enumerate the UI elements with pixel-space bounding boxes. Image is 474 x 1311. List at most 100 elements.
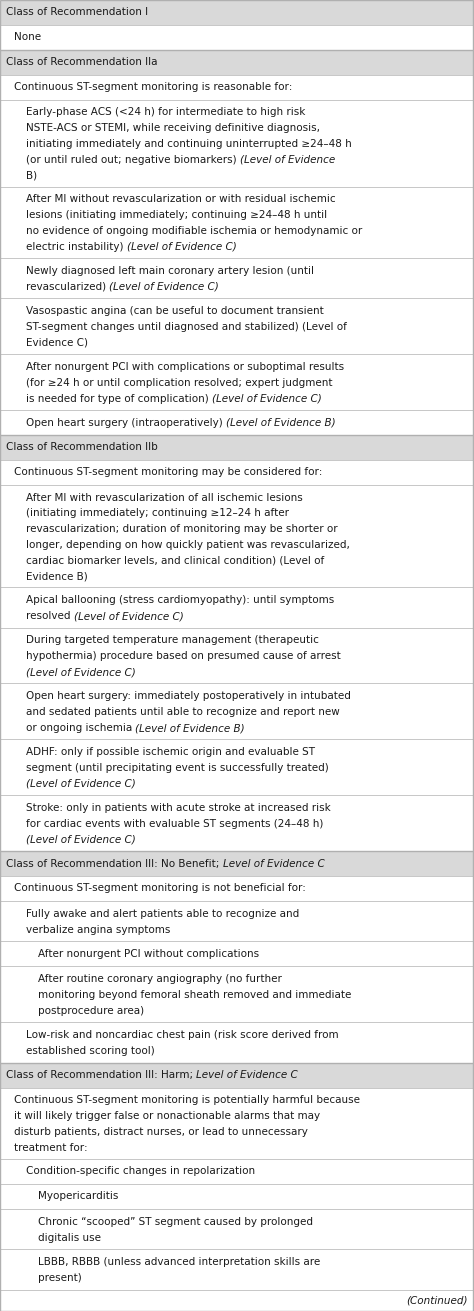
Text: None: None xyxy=(14,33,41,42)
Bar xyxy=(0,25,474,50)
Text: (Level of Evidence C): (Level of Evidence C) xyxy=(127,241,237,252)
Text: (Level of Evidence B): (Level of Evidence B) xyxy=(226,417,336,427)
Text: LBBB, RBBB (unless advanced interpretation skills are: LBBB, RBBB (unless advanced interpretati… xyxy=(38,1257,320,1266)
Bar xyxy=(0,460,474,485)
Text: and sedated patients until able to recognize and report new: and sedated patients until able to recog… xyxy=(26,707,340,717)
Bar xyxy=(0,1209,474,1249)
Text: verbalize angina symptoms: verbalize angina symptoms xyxy=(26,926,170,935)
Bar xyxy=(0,683,474,739)
Text: After nonurgent PCI without complications: After nonurgent PCI without complication… xyxy=(38,949,259,958)
Bar xyxy=(0,258,474,299)
Text: for cardiac events with evaluable ST segments (24–48 h): for cardiac events with evaluable ST seg… xyxy=(26,819,323,829)
Text: resolved: resolved xyxy=(26,611,74,621)
Text: postprocedure area): postprocedure area) xyxy=(38,1006,144,1016)
Bar xyxy=(0,1159,474,1184)
Bar xyxy=(0,1249,474,1290)
Text: Class of Recommendation III: No Benefit;: Class of Recommendation III: No Benefit; xyxy=(6,859,223,868)
Text: After routine coronary angiography (no further: After routine coronary angiography (no f… xyxy=(38,974,282,985)
Text: NSTE-ACS or STEMI, while receiving definitive diagnosis,: NSTE-ACS or STEMI, while receiving defin… xyxy=(26,123,320,134)
Bar xyxy=(0,628,474,683)
Text: Fully awake and alert patients able to recognize and: Fully awake and alert patients able to r… xyxy=(26,909,299,919)
Text: longer, depending on how quickly patient was revascularized,: longer, depending on how quickly patient… xyxy=(26,540,350,549)
Text: During targeted temperature management (therapeutic: During targeted temperature management (… xyxy=(26,636,319,645)
Text: Stroke: only in patients with acute stroke at increased risk: Stroke: only in patients with acute stro… xyxy=(26,802,331,813)
Bar xyxy=(0,1023,474,1063)
Text: After nonurgent PCI with complications or suboptimal results: After nonurgent PCI with complications o… xyxy=(26,362,344,372)
Text: hypothermia) procedure based on presumed cause of arrest: hypothermia) procedure based on presumed… xyxy=(26,652,341,661)
Bar xyxy=(0,75,474,100)
Text: (Level of Evidence B): (Level of Evidence B) xyxy=(136,724,245,733)
Text: Newly diagnosed left main coronary artery lesion (until: Newly diagnosed left main coronary arter… xyxy=(26,266,314,275)
Text: (initiating immediately; continuing ≥12–24 h after: (initiating immediately; continuing ≥12–… xyxy=(26,509,289,518)
Text: (Level of Evidence C): (Level of Evidence C) xyxy=(26,835,136,844)
Bar xyxy=(0,1184,474,1209)
Text: ADHF: only if possible ischemic origin and evaluable ST: ADHF: only if possible ischemic origin a… xyxy=(26,747,315,756)
Text: revascularization; duration of monitoring may be shorter or: revascularization; duration of monitorin… xyxy=(26,524,337,534)
Bar xyxy=(0,901,474,941)
Bar xyxy=(0,966,474,1023)
Bar xyxy=(0,1088,474,1159)
Text: Open heart surgery (intraoperatively): Open heart surgery (intraoperatively) xyxy=(26,417,226,427)
Bar xyxy=(0,876,474,901)
Bar xyxy=(0,299,474,354)
Text: Apical ballooning (stress cardiomyopathy): until symptoms: Apical ballooning (stress cardiomyopathy… xyxy=(26,595,334,604)
Text: Class of Recommendation I: Class of Recommendation I xyxy=(6,8,148,17)
Text: electric instability): electric instability) xyxy=(26,241,127,252)
Text: (Continued): (Continued) xyxy=(407,1295,468,1306)
Text: (Level of Evidence C): (Level of Evidence C) xyxy=(109,282,219,292)
Text: Open heart surgery: immediately postoperatively in intubated: Open heart surgery: immediately postoper… xyxy=(26,691,351,701)
Text: it will likely trigger false or nonactionable alarms that may: it will likely trigger false or nonactio… xyxy=(14,1110,320,1121)
Text: (Level of Evidence C): (Level of Evidence C) xyxy=(26,779,136,789)
Text: Early-phase ACS (<24 h) for intermediate to high risk: Early-phase ACS (<24 h) for intermediate… xyxy=(26,108,305,118)
Text: Vasospastic angina (can be useful to document transient: Vasospastic angina (can be useful to doc… xyxy=(26,305,324,316)
Text: ST-segment changes until diagnosed and stabilized) (Level of: ST-segment changes until diagnosed and s… xyxy=(26,323,347,332)
Bar xyxy=(0,100,474,186)
Text: Evidence B): Evidence B) xyxy=(26,572,88,581)
Bar xyxy=(0,354,474,410)
Text: Chronic “scooped” ST segment caused by prolonged: Chronic “scooped” ST segment caused by p… xyxy=(38,1217,313,1227)
Text: Condition-specific changes in repolarization: Condition-specific changes in repolariza… xyxy=(26,1167,255,1176)
Text: monitoring beyond femoral sheath removed and immediate: monitoring beyond femoral sheath removed… xyxy=(38,990,351,1000)
Text: present): present) xyxy=(38,1273,82,1283)
Text: Low-risk and noncardiac chest pain (risk score derived from: Low-risk and noncardiac chest pain (risk… xyxy=(26,1030,338,1040)
Text: (Level of Evidence C): (Level of Evidence C) xyxy=(74,611,183,621)
Bar xyxy=(0,50,474,75)
Text: Class of Recommendation IIa: Class of Recommendation IIa xyxy=(6,58,157,67)
Text: Continuous ST-segment monitoring is potentially harmful because: Continuous ST-segment monitoring is pote… xyxy=(14,1095,360,1105)
Text: treatment for:: treatment for: xyxy=(14,1143,88,1152)
Text: or ongoing ischemia: or ongoing ischemia xyxy=(26,724,136,733)
Text: (Level of Evidence C): (Level of Evidence C) xyxy=(212,393,322,404)
Text: segment (until precipitating event is successfully treated): segment (until precipitating event is su… xyxy=(26,763,329,773)
Bar xyxy=(0,435,474,460)
Text: initiating immediately and continuing uninterrupted ≥24–48 h: initiating immediately and continuing un… xyxy=(26,139,352,149)
Text: no evidence of ongoing modifiable ischemia or hemodynamic or: no evidence of ongoing modifiable ischem… xyxy=(26,225,362,236)
Text: revascularized): revascularized) xyxy=(26,282,109,292)
Bar xyxy=(0,1063,474,1088)
Text: (for ≥24 h or until complication resolved; expert judgment: (for ≥24 h or until complication resolve… xyxy=(26,378,332,388)
Text: Myopericarditis: Myopericarditis xyxy=(38,1192,118,1201)
Bar xyxy=(0,851,474,876)
Bar xyxy=(0,941,474,966)
Text: Class of Recommendation III: Harm;: Class of Recommendation III: Harm; xyxy=(6,1070,196,1080)
Bar xyxy=(0,0,474,25)
Text: Level of Evidence C: Level of Evidence C xyxy=(223,859,324,868)
Text: Level of Evidence C: Level of Evidence C xyxy=(196,1070,298,1080)
Text: Continuous ST-segment monitoring is not beneficial for:: Continuous ST-segment monitoring is not … xyxy=(14,884,306,894)
Text: Continuous ST-segment monitoring is reasonable for:: Continuous ST-segment monitoring is reas… xyxy=(14,83,292,92)
Text: lesions (initiating immediately; continuing ≥24–48 h until: lesions (initiating immediately; continu… xyxy=(26,210,327,220)
Bar xyxy=(0,485,474,587)
Text: After MI with revascularization of all ischemic lesions: After MI with revascularization of all i… xyxy=(26,493,303,502)
Text: Continuous ST-segment monitoring may be considered for:: Continuous ST-segment monitoring may be … xyxy=(14,468,322,477)
Text: (Level of Evidence C): (Level of Evidence C) xyxy=(26,667,136,678)
Bar xyxy=(0,410,474,435)
Text: Evidence C): Evidence C) xyxy=(26,338,88,347)
Bar xyxy=(0,1290,474,1311)
Bar xyxy=(0,587,474,628)
Text: established scoring tool): established scoring tool) xyxy=(26,1046,155,1057)
Text: After MI without revascularization or with residual ischemic: After MI without revascularization or wi… xyxy=(26,194,336,205)
Text: (or until ruled out; negative biomarkers): (or until ruled out; negative biomarkers… xyxy=(26,155,240,165)
Text: cardiac biomarker levels, and clinical condition) (Level of: cardiac biomarker levels, and clinical c… xyxy=(26,556,324,565)
Text: Class of Recommendation IIb: Class of Recommendation IIb xyxy=(6,443,158,452)
Text: is needed for type of complication): is needed for type of complication) xyxy=(26,393,212,404)
Text: (Level of Evidence: (Level of Evidence xyxy=(240,155,335,165)
